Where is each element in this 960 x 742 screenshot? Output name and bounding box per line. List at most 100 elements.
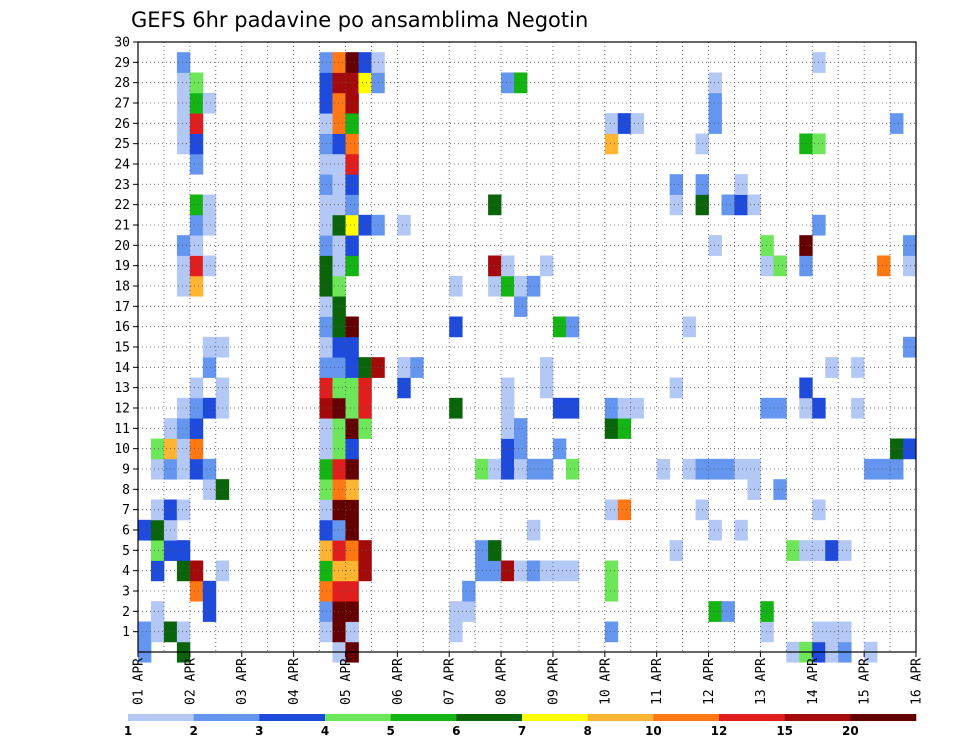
colorbar-swatch — [587, 714, 654, 721]
heatmap-cell — [552, 316, 567, 338]
heatmap-cell — [358, 72, 372, 94]
heatmap-cell — [345, 133, 359, 155]
heatmap-cell — [189, 438, 204, 460]
colorbar-tick-label: 6 — [452, 724, 460, 738]
x-axis: 01 APR 02 APR 03 APR 04 APR 05 APR 06 APR 07 A… — [132, 652, 925, 705]
heatmap-cell — [189, 113, 204, 134]
heatmap-cell — [202, 397, 217, 419]
heatmap-cell — [332, 275, 346, 297]
heatmap-cell — [332, 113, 346, 134]
x-tick-label: 16 APR — [910, 658, 925, 705]
heatmap-cell — [501, 255, 515, 277]
heatmap-cell — [345, 458, 359, 480]
x-tick-label: 02 APR — [183, 658, 198, 705]
heatmap-cell — [345, 499, 359, 521]
heatmap-cell — [150, 621, 165, 643]
heatmap-cell — [514, 438, 528, 460]
heatmap-cell — [604, 113, 619, 134]
heatmap-cell — [345, 52, 359, 73]
y-tick-label: 13 — [114, 381, 130, 396]
heatmap-cell — [708, 519, 722, 541]
heatmap-cell — [332, 397, 346, 419]
heatmap-cell — [176, 397, 191, 419]
heatmap-cell — [345, 397, 359, 419]
heatmap-cell — [514, 275, 528, 297]
colorbar-tick-label: 12 — [711, 724, 728, 738]
heatmap-cell — [397, 214, 411, 236]
heatmap-cell — [734, 194, 748, 216]
heatmap-cell — [903, 235, 917, 256]
heatmap-cell — [202, 194, 217, 216]
heatmap-cell — [176, 458, 191, 480]
heatmap-cell — [189, 397, 204, 419]
heatmap-cell — [345, 194, 359, 216]
heatmap-cell — [358, 397, 372, 419]
heatmap-cell — [825, 621, 839, 643]
heatmap-cell — [669, 194, 683, 216]
heatmap-cell — [332, 621, 346, 643]
heatmap-cell — [786, 540, 800, 561]
heatmap-cell — [345, 92, 359, 114]
heatmap-cell — [514, 418, 528, 439]
heatmap-cell — [475, 540, 489, 561]
heatmap-cell — [527, 560, 541, 582]
heatmap-cell — [138, 519, 152, 541]
colorbar-swatch — [850, 714, 917, 721]
heatmap-cell — [345, 479, 359, 500]
heatmap-cell — [176, 275, 191, 297]
y-tick-label: 12 — [114, 402, 130, 417]
heatmap-cell — [462, 601, 476, 622]
heatmap-cell — [332, 499, 346, 521]
heatmap-cell — [799, 540, 813, 561]
heatmap-cell — [345, 174, 359, 195]
y-tick-label: 17 — [114, 300, 130, 315]
heatmap-cell — [514, 560, 528, 582]
heatmap-cell — [150, 438, 165, 460]
heatmap-cell — [449, 316, 463, 338]
heatmap-cell — [799, 235, 813, 256]
y-tick-label: 23 — [114, 178, 130, 193]
heatmap-cell — [345, 418, 359, 439]
heatmap-cell — [189, 418, 204, 439]
heatmap-cell — [708, 113, 722, 134]
heatmap-cell — [345, 540, 359, 561]
heatmap-cell — [708, 601, 722, 622]
heatmap-cell — [669, 174, 683, 195]
heatmap-cell — [345, 560, 359, 582]
colorbar-tick-label: 15 — [776, 724, 793, 738]
y-tick-label: 18 — [114, 280, 130, 295]
heatmap-cell — [708, 92, 722, 114]
heatmap-cell — [501, 72, 515, 94]
colorbar-tick-label: 1 — [124, 724, 132, 738]
heatmap-cell — [565, 458, 580, 480]
heatmap-cell — [799, 377, 813, 399]
heatmap-cell — [345, 153, 359, 175]
heatmap-cell — [358, 214, 372, 236]
colorbar-swatch — [390, 714, 457, 721]
heatmap-cell — [332, 214, 346, 236]
heatmap-cell — [345, 235, 359, 256]
heatmap-cell — [332, 458, 346, 480]
heatmap-cell — [150, 519, 165, 541]
heatmap-cell — [202, 458, 217, 480]
heatmap-cell — [189, 255, 204, 277]
heatmap-cell — [903, 438, 917, 460]
heatmap-cells — [138, 52, 917, 663]
heatmap-cell — [189, 153, 204, 175]
heatmap-cell — [176, 438, 191, 460]
heatmap-cell — [202, 336, 217, 358]
heatmap-cell — [773, 479, 787, 500]
heatmap-cell — [721, 601, 735, 622]
colorbar-tick-label: 8 — [583, 724, 591, 738]
heatmap-cell — [890, 458, 904, 480]
heatmap-cell — [669, 377, 683, 399]
heatmap-cell — [345, 519, 359, 541]
heatmap-cell — [332, 153, 346, 175]
heatmap-cell — [189, 72, 204, 94]
x-tick-label: 14 APR — [806, 658, 821, 705]
heatmap-cell — [189, 458, 204, 480]
x-tick-label: 13 APR — [754, 658, 769, 705]
y-tick-label: 2 — [122, 605, 130, 620]
heatmap-cell — [721, 458, 735, 480]
heatmap-cell — [462, 580, 476, 602]
